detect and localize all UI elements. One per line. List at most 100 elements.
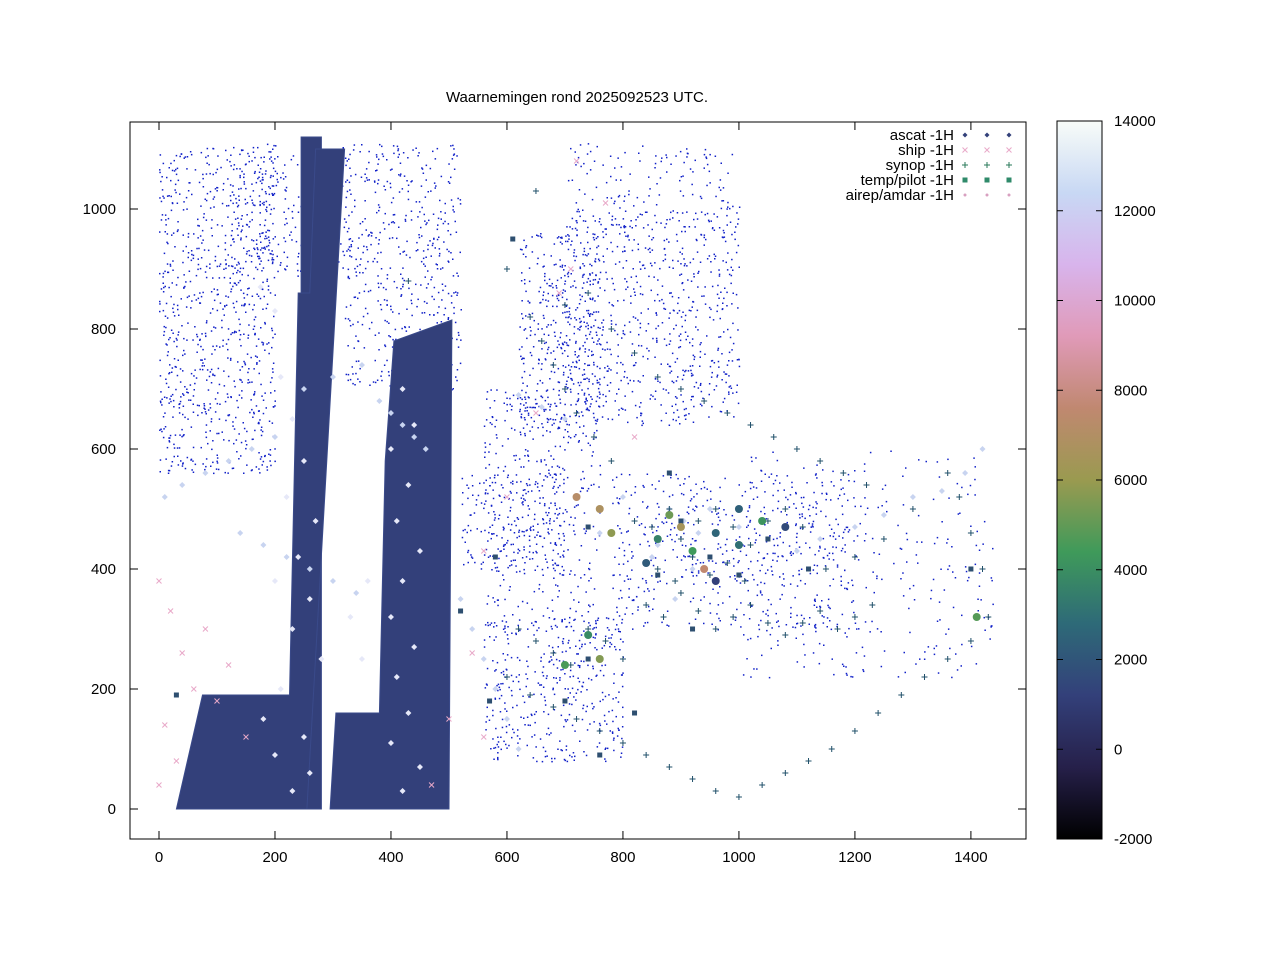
coastline-dot [681,247,684,250]
coastline-dot [233,428,236,430]
coastline-dot [790,612,792,615]
coastline-dot [212,308,214,310]
coastline-dot [755,457,757,459]
coastline-dot [524,407,527,409]
coastline-dot [690,375,693,377]
coastline-dot [498,686,501,689]
coastline-dot [190,372,193,375]
coastline-dot [216,462,219,464]
coastline-dot [592,233,594,235]
coastline-dot [706,212,709,215]
coastline-dot [234,385,236,388]
coastline-dot [232,425,234,427]
coastline-dot [647,308,649,310]
coastline-dot [575,645,577,647]
coastline-dot [540,236,543,239]
coastline-dot [632,628,634,630]
coastline-dot [403,175,406,177]
coastline-dot [512,483,514,485]
temp-pilot-point [585,656,591,662]
airep-point [376,398,383,404]
coastline-dot [236,264,238,266]
coastline-dot [523,568,525,571]
coastline-dot [639,326,642,329]
coastline-dot [740,626,742,628]
coastline-dot [252,204,255,206]
coastline-dot [489,485,491,487]
coastline-dot [392,311,394,313]
coastline-dot [722,229,725,232]
coastline-dot [659,267,661,270]
coastline-dot [166,195,169,197]
coastline-dot [388,223,390,226]
coastline-dot [652,395,654,398]
coastline-dot [590,396,592,398]
coastline-dot [525,529,528,532]
coastline-dot [286,222,288,225]
coastline-dot [664,226,666,229]
coastline-dot [779,536,781,538]
coastline-dot [173,159,175,162]
coastline-dot [160,401,162,404]
coastline-dot [522,317,524,320]
coastline-dot [770,603,772,606]
coastline-dot [294,226,297,229]
coastline-dot [607,617,610,620]
coastline-dot [531,622,533,624]
coastline-dot [578,355,580,357]
coastline-dot [619,528,621,530]
coastline-dot [579,665,581,667]
synop-point [654,566,661,572]
coastline-dot [177,455,179,457]
coastline-dot [202,291,204,294]
coastline-dot [904,671,906,674]
coastline-dot [733,416,735,418]
coastline-dot [903,651,905,654]
coastline-dot [783,578,785,580]
coastline-dot [980,599,982,601]
coastline-dot [801,502,803,505]
coastline-dot [561,749,563,752]
coastline-dot [510,523,513,526]
coastline-dot [612,305,615,307]
coastline-dot [562,467,564,470]
coastline-dot [775,612,777,615]
coastline-dot [760,581,762,584]
coastline-dot [804,583,806,585]
coastline-dot [511,632,513,634]
coastline-dot [614,646,616,648]
coastline-dot [489,555,491,557]
coastline-dot [622,541,624,544]
airep-point [979,446,986,452]
coastline-dot [457,331,460,334]
coastline-dot [554,624,557,627]
ship-point [156,782,162,788]
coastline-dot [528,267,531,269]
coastline-dot [167,271,170,274]
coastline-dot [207,389,210,391]
coastline-dot [350,244,352,246]
coastline-dot [700,382,702,385]
coastline-dot [405,254,408,256]
coastline-dot [670,370,673,372]
ascat-swath [175,148,346,810]
coastline-dot [622,332,625,335]
airep-point [561,416,568,422]
coastline-dot [591,398,593,400]
airep-point [817,536,824,542]
colored-observation [595,655,604,663]
coastline-dot [695,574,698,577]
coastline-dot [844,632,846,634]
coastline-dot [351,211,353,213]
coastline-dot [379,231,381,234]
coastline-dot [511,405,513,407]
coastline-dot [525,315,527,317]
coastline-dot [529,374,531,376]
coastline-dot [692,575,694,577]
coastline-dot [268,186,270,188]
coastline-dot [579,326,581,329]
coastline-dot [615,323,617,326]
temp-pilot-point [707,554,713,560]
coastline-dot [555,478,557,481]
coastline-dot [258,421,260,424]
